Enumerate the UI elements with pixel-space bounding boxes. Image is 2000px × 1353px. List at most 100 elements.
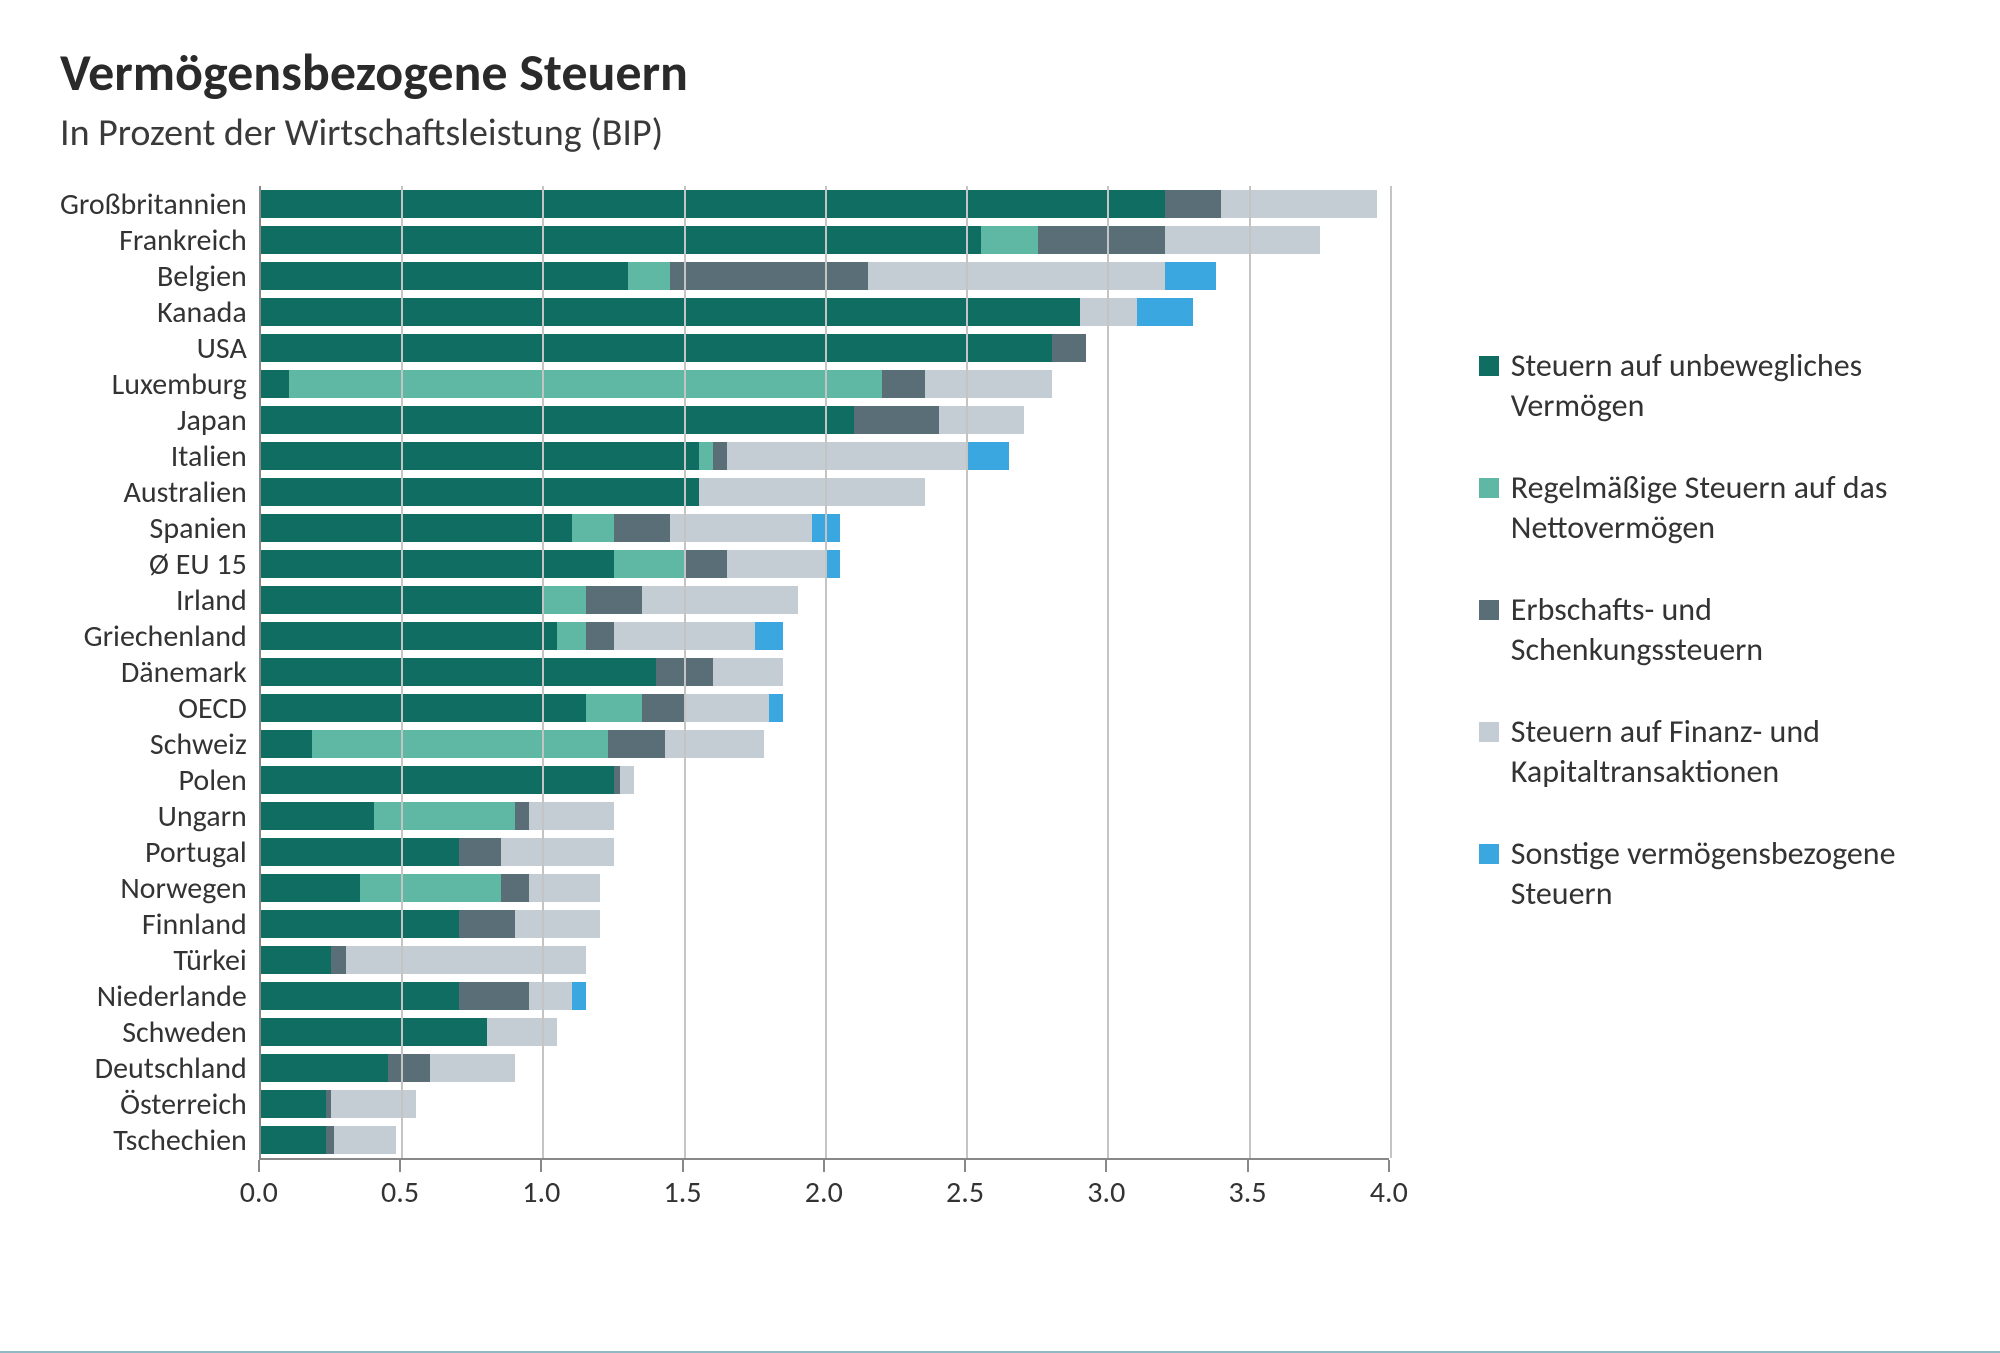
y-axis-country-label: Portugal [145,834,247,870]
bar [261,1090,416,1118]
bar-segment-financial [620,766,634,794]
legend-item: Steuern auf Finanz- und Kapitaltransakti… [1479,712,1960,792]
bar-segment-financial [713,658,784,686]
bar [261,658,784,686]
y-axis-country-label: Luxemburg [112,366,247,402]
y-axis-country-label: Niederlande [97,978,247,1014]
bar [261,622,784,650]
bar-segment-inheritance [685,550,727,578]
chart-wrap: GroßbritannienFrankreichBelgienKanadaUSA… [60,186,1960,1218]
legend-label: Erbschafts- und Schenkungssteuern [1511,590,1960,670]
bar-segment-financial [1221,190,1376,218]
bar-segment-inheritance [1038,226,1165,254]
gridline [1390,186,1392,1158]
x-tick [682,1160,684,1172]
legend-item: Erbschafts- und Schenkungssteuern [1479,590,1960,670]
bar [261,1054,515,1082]
y-axis-country-label: Spanien [150,510,247,546]
bar [261,766,634,794]
x-axis: 0.00.51.01.52.02.53.03.54.0 [259,1158,1389,1218]
bar-segment-netwealth [374,802,515,830]
legend-label: Sonstige vermögensbezogene Steuern [1511,834,1960,914]
bar-segment-immovable [261,874,360,902]
x-tick [399,1160,401,1172]
bar-segment-immovable [261,262,628,290]
y-axis-country-label: Belgien [157,258,247,294]
legend-swatch [1479,356,1499,376]
bar-segment-financial [939,406,1024,434]
bar [261,910,600,938]
y-axis-country-label: Kanada [157,294,247,330]
bar [261,190,1377,218]
legend-swatch [1479,844,1499,864]
bar-segment-netwealth [572,514,614,542]
bar-segment-netwealth [543,586,585,614]
y-axis-country-label: Österreich [120,1086,247,1122]
bar-segment-immovable [261,370,289,398]
bar-segment-financial [430,1054,515,1082]
bar-segment-inheritance [586,586,643,614]
bar [261,514,840,542]
y-axis-country-label: Polen [179,762,247,798]
bar-segment-immovable [261,1054,388,1082]
legend-swatch [1479,600,1499,620]
bar-segment-netwealth [557,622,585,650]
bar-segment-immovable [261,226,981,254]
bar-segment-other [967,442,1009,470]
y-axis-country-label: USA [197,330,247,366]
bar-segment-inheritance [854,406,939,434]
bar-segment-immovable [261,622,558,650]
y-axis-country-label: Ø EU 15 [149,546,247,582]
legend-swatch [1479,722,1499,742]
legend-item: Sonstige vermögensbezogene Steuern [1479,834,1960,914]
bar-segment-other [769,694,783,722]
bar-segment-inheritance [326,1126,334,1154]
x-tick-label: 3.5 [1229,1174,1267,1211]
y-axis-labels: GroßbritannienFrankreichBelgienKanadaUSA… [60,186,259,1218]
plot-area [259,186,1389,1158]
bar-segment-financial [346,946,586,974]
bar [261,1018,558,1046]
y-axis-country-label: Irland [176,582,247,618]
gridline [1107,186,1109,1158]
bar-segment-other [1137,298,1194,326]
y-axis-country-label: Schweiz [150,726,247,762]
gridline [684,186,686,1158]
bar-segment-financial [487,1018,558,1046]
bar-segment-financial [670,514,811,542]
y-axis-country-label: Türkei [173,942,246,978]
bar-segment-immovable [261,1126,326,1154]
bar-segment-financial [925,370,1052,398]
x-tick-label: 1.0 [522,1174,560,1211]
bar-segment-immovable [261,298,1080,326]
chart-title: Vermögensbezogene Steuern [60,40,1960,104]
x-tick-label: 0.0 [240,1174,278,1211]
x-tick-label: 1.5 [664,1174,702,1211]
bar-segment-immovable [261,910,459,938]
bar-segment-immovable [261,1090,326,1118]
bar [261,550,840,578]
y-axis-country-label: OECD [178,690,247,726]
bar-segment-netwealth [981,226,1038,254]
bar-segment-immovable [261,658,657,686]
bar-segment-financial [529,874,600,902]
bar-segment-inheritance [1052,334,1086,362]
x-tick [540,1160,542,1172]
bar-segment-financial [529,982,571,1010]
legend-item: Steuern auf unbewegliches Vermögen [1479,346,1960,426]
legend-label: Steuern auf Finanz- und Kapitaltransakti… [1511,712,1960,792]
bar-segment-netwealth [699,442,713,470]
gridline [966,186,968,1158]
x-tick [1388,1160,1390,1172]
bar-segment-inheritance [642,694,684,722]
y-axis-country-label: Tschechien [113,1122,247,1158]
bar-segment-inheritance [882,370,924,398]
bar-segment-immovable [261,838,459,866]
bar [261,226,1320,254]
bar-segment-inheritance [459,982,530,1010]
y-axis-country-label: Japan [177,402,247,438]
bar [261,262,1216,290]
y-axis-country-label: Dänemark [121,654,247,690]
bar-segment-immovable [261,730,312,758]
legend: Steuern auf unbewegliches VermögenRegelm… [1479,346,1960,914]
